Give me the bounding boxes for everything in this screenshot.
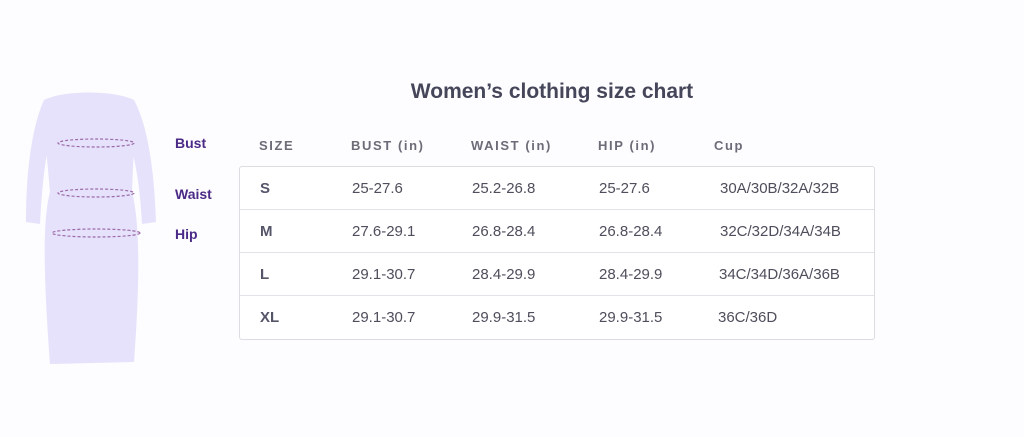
cup-cell: 30A/30B/32A/32B — [720, 180, 840, 197]
bust-cell: 29.1-30.7 — [352, 309, 416, 326]
waist-cell: 28.4-29.9 — [472, 266, 536, 283]
waist-cell: 29.9-31.5 — [472, 309, 536, 326]
cup-cell: 34C/34D/36A/36B — [719, 266, 840, 283]
bust-cell: 25-27.6 — [352, 180, 403, 197]
bust-label: Bust — [175, 135, 207, 151]
table-row: M 27.6-29.1 26.8-28.4 26.8-28.4 32C/32D/… — [240, 210, 874, 253]
waist-label: Waist — [175, 186, 212, 202]
dress-illustration — [14, 82, 164, 372]
column-header-size: SIZE — [259, 138, 295, 153]
table-row: XL 29.1-30.7 29.9-31.5 29.9-31.5 36C/36D — [240, 296, 874, 339]
column-header-hip: HIP (in) — [598, 138, 657, 153]
page-title: Women’s clothing size chart — [410, 80, 694, 103]
hip-cell: 29.9-31.5 — [599, 309, 663, 326]
hip-cell: 25-27.6 — [599, 180, 650, 197]
size-cell: S — [260, 180, 271, 197]
hip-cell: 28.4-29.9 — [599, 266, 663, 283]
table-row: S 25-27.6 25.2-26.8 25-27.6 30A/30B/32A/… — [240, 167, 874, 210]
dress-icon — [26, 92, 156, 364]
hip-label: Hip — [175, 226, 198, 242]
bust-cell: 27.6-29.1 — [352, 223, 416, 240]
size-table: S 25-27.6 25.2-26.8 25-27.6 30A/30B/32A/… — [239, 166, 875, 340]
column-header-waist: WAIST (in) — [471, 138, 552, 153]
waist-cell: 25.2-26.8 — [472, 180, 536, 197]
size-cell: XL — [260, 309, 280, 326]
cup-cell: 36C/36D — [718, 309, 778, 326]
waist-cell: 26.8-28.4 — [472, 223, 536, 240]
size-cell: M — [260, 223, 273, 240]
size-cell: L — [260, 266, 270, 283]
hip-cell: 26.8-28.4 — [599, 223, 663, 240]
column-header-cup: Cup — [714, 138, 745, 153]
column-header-bust: BUST (in) — [351, 138, 425, 153]
table-row: L 29.1-30.7 28.4-29.9 28.4-29.9 34C/34D/… — [240, 253, 874, 296]
cup-cell: 32C/32D/34A/34B — [720, 223, 841, 240]
bust-cell: 29.1-30.7 — [352, 266, 416, 283]
